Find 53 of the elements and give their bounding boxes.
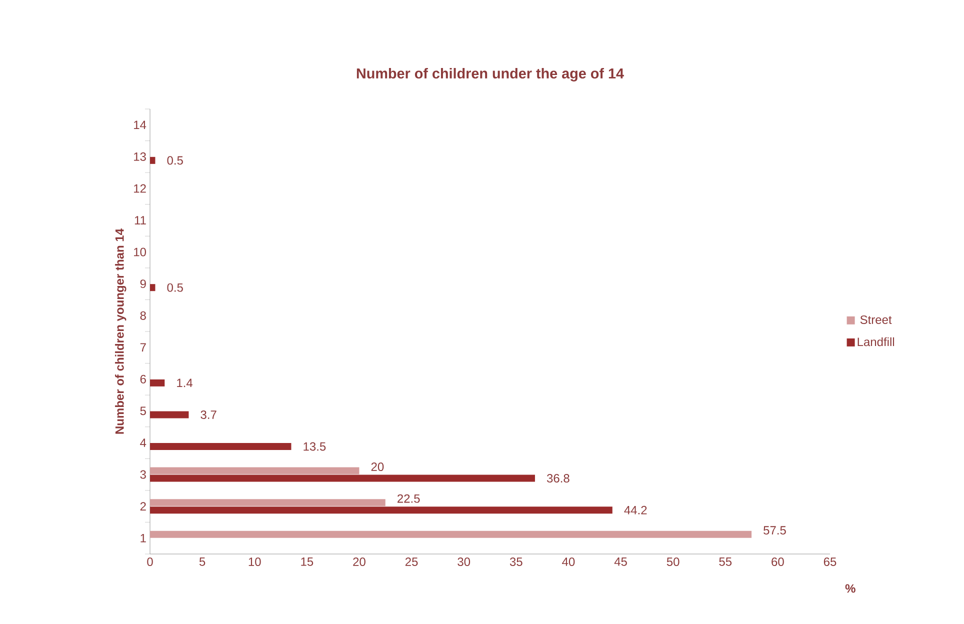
y-tick-label: 12 [134, 184, 146, 193]
bar [150, 411, 189, 418]
bar [150, 506, 612, 514]
data-label: 0.5 [167, 156, 183, 165]
x-axis-title: % [845, 584, 856, 593]
y-tick-label: 11 [134, 216, 146, 224]
x-tick-label: 45 [614, 558, 627, 566]
data-label: 1.4 [177, 378, 193, 388]
bar [150, 156, 156, 164]
x-tick-label: 40 [562, 558, 575, 566]
y-axis-title: Number of children younger than 14 [115, 228, 126, 434]
bar [150, 467, 360, 474]
legend-label: Landfill [858, 337, 894, 346]
legend-label: Street [860, 315, 892, 324]
bar [150, 474, 535, 482]
x-tick-label: 5 [199, 558, 206, 566]
bar [150, 379, 165, 386]
x-tick-label: 0 [147, 558, 153, 566]
data-label: 13.5 [304, 442, 326, 451]
x-tick-label: 35 [510, 558, 522, 566]
y-tick-label: 8 [140, 311, 146, 320]
data-label: 20 [371, 462, 384, 472]
data-label: 44.2 [624, 506, 647, 514]
x-tick-label: 65 [824, 558, 836, 566]
x-tick-label: 55 [719, 558, 732, 566]
x-tick-label: 25 [405, 558, 418, 566]
y-tick-label: 7 [140, 343, 146, 352]
bar [150, 530, 752, 538]
data-label: 36.8 [546, 474, 570, 483]
y-tick-label: 10 [134, 248, 146, 256]
bar [150, 284, 156, 292]
data-label: 0.5 [167, 283, 183, 292]
x-tick-label: 10 [248, 558, 261, 566]
y-tick-label: 6 [140, 374, 146, 384]
y-tick-label: 1 [140, 534, 146, 542]
y-tick-label: 5 [140, 406, 146, 416]
x-tick-label: 30 [458, 558, 470, 566]
y-tick-label: 13 [134, 152, 146, 161]
y-tick-label: 3 [140, 470, 146, 479]
bar [150, 499, 386, 506]
x-tick-label: 20 [353, 558, 366, 566]
bar [150, 443, 292, 450]
y-tick-label: 2 [140, 502, 146, 511]
x-tick-label: 50 [666, 558, 680, 566]
y-tick-label: 9 [140, 280, 146, 288]
y-tick-label: 4 [140, 438, 146, 447]
chart-title: Number of children under the age of 14 [356, 68, 624, 82]
data-label: 22.5 [398, 494, 420, 503]
data-label: 57.5 [764, 526, 786, 535]
x-tick-label: 60 [772, 558, 784, 566]
y-tick-label: 14 [134, 120, 146, 130]
x-tick-label: 15 [301, 558, 314, 566]
data-label: 3.7 [200, 410, 216, 419]
